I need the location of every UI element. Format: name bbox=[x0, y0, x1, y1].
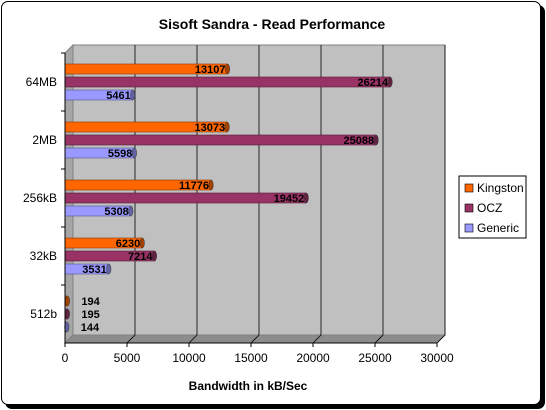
data-label: 25088 bbox=[343, 135, 374, 147]
y-tick-label: 32kB bbox=[30, 249, 57, 263]
data-label: 6230 bbox=[116, 238, 140, 250]
bar-end-cap bbox=[64, 295, 70, 307]
data-label: 5461 bbox=[106, 90, 130, 102]
data-label: 195 bbox=[81, 309, 99, 321]
bar-ocz bbox=[64, 134, 377, 146]
data-label: 5308 bbox=[104, 206, 128, 218]
legend-swatch-kingston bbox=[464, 183, 474, 193]
grid-line-floor bbox=[126, 334, 136, 344]
data-labels: 13107 26214 5461 13073 25088 5598 11776 19452 53… bbox=[81, 64, 389, 334]
chart-title: Sisoft Sandra - Read Performance bbox=[159, 16, 386, 32]
x-tick-label: 10000 bbox=[172, 351, 206, 365]
data-label: 7214 bbox=[128, 251, 153, 263]
data-label: 194 bbox=[81, 296, 100, 308]
bar-end-cap bbox=[130, 89, 136, 101]
x-tick-label: 5000 bbox=[114, 351, 141, 365]
grid-line-floor bbox=[250, 334, 260, 344]
legend-label-generic: Generic bbox=[477, 221, 519, 235]
bar-end-cap bbox=[128, 205, 134, 217]
data-label: 13107 bbox=[195, 64, 226, 76]
bar-end-cap bbox=[64, 308, 70, 320]
data-label: 19452 bbox=[274, 193, 305, 205]
x-tick-label: 25000 bbox=[358, 351, 392, 365]
x-axis-title: Bandwidth in kB/Sec bbox=[189, 379, 308, 393]
bar-end-cap bbox=[303, 192, 309, 204]
x-tick-label: 20000 bbox=[296, 351, 330, 365]
legend-swatch-generic bbox=[464, 223, 474, 233]
x-tick-label: 30000 bbox=[420, 351, 454, 365]
bar-end-cap bbox=[106, 263, 112, 275]
data-label: 13073 bbox=[195, 122, 226, 134]
x-tick-label: 0 bbox=[62, 351, 69, 365]
bar-ocz bbox=[64, 76, 391, 88]
data-label: 11776 bbox=[179, 180, 209, 192]
data-label: 26214 bbox=[357, 77, 388, 89]
data-label: 3531 bbox=[82, 264, 106, 276]
legend-label-ocz: OCZ bbox=[477, 201, 502, 215]
bar-end-cap bbox=[152, 250, 157, 262]
axis-ticks: 0 5000 10000 15000 20000 25000 30000 64MB 2MB 256… bbox=[23, 52, 454, 365]
data-label: 144 bbox=[81, 322, 100, 334]
y-tick-label: 64MB bbox=[26, 75, 57, 89]
y-tick-label: 512b bbox=[30, 307, 57, 321]
x-tick-label: 15000 bbox=[234, 351, 268, 365]
bar-end-cap bbox=[208, 179, 214, 191]
bar-end-cap bbox=[224, 121, 230, 133]
y-tick-label: 256kB bbox=[23, 191, 57, 205]
bar-end-cap bbox=[387, 76, 393, 88]
grid-line-floor bbox=[436, 334, 446, 344]
grid-line-floor bbox=[188, 334, 198, 344]
legend-swatch-ocz bbox=[464, 203, 474, 213]
grid-line-floor bbox=[312, 334, 322, 344]
bar-end-cap bbox=[131, 147, 137, 159]
data-label: 5598 bbox=[108, 148, 132, 160]
legend-label-kingston: Kingston bbox=[477, 181, 524, 195]
bar-end-cap bbox=[225, 63, 230, 75]
bar-ocz bbox=[64, 192, 307, 204]
bar-end-cap bbox=[139, 237, 145, 249]
y-tick-label: 2MB bbox=[32, 133, 57, 147]
bar-end-cap bbox=[373, 134, 379, 146]
grid-line-floor bbox=[374, 334, 384, 344]
legend: Kingston OCZ Generic bbox=[458, 175, 527, 239]
